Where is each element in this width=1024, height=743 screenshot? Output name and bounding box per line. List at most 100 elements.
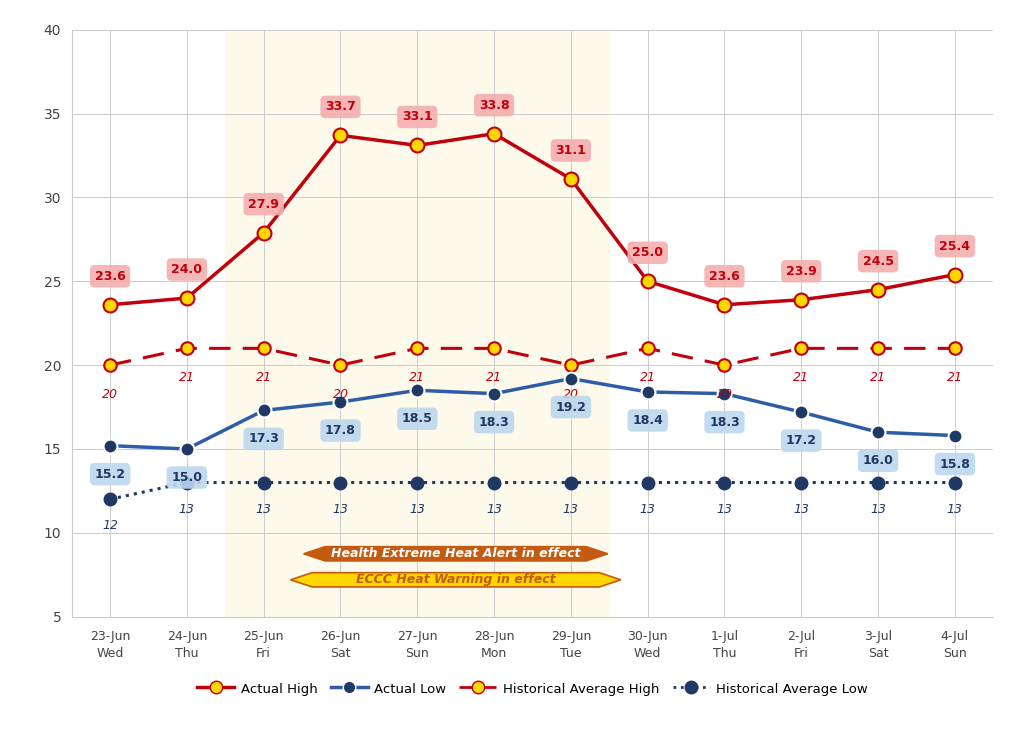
Actual High bbox=[104, 300, 117, 309]
Actual High bbox=[948, 270, 961, 279]
Text: Thu: Thu bbox=[713, 647, 736, 660]
Line: Historical Average Low: Historical Average Low bbox=[111, 482, 954, 499]
Actual High bbox=[564, 175, 577, 184]
Text: 20: 20 bbox=[333, 388, 348, 400]
Text: 24.5: 24.5 bbox=[862, 255, 894, 267]
Text: Thu: Thu bbox=[175, 647, 199, 660]
Text: Wed: Wed bbox=[96, 647, 124, 660]
Text: Sun: Sun bbox=[406, 647, 429, 660]
Text: 13: 13 bbox=[717, 503, 732, 516]
Text: 16.0: 16.0 bbox=[862, 454, 894, 467]
Actual Low bbox=[257, 406, 269, 415]
Actual High bbox=[641, 277, 653, 286]
Actual Low bbox=[180, 444, 193, 453]
Historical Average High bbox=[641, 344, 653, 353]
Actual Low bbox=[411, 386, 423, 395]
Text: 13: 13 bbox=[794, 503, 809, 516]
Text: 13: 13 bbox=[486, 503, 502, 516]
Text: 15.2: 15.2 bbox=[94, 467, 126, 481]
Actual High bbox=[411, 141, 423, 150]
Historical Average Low bbox=[257, 478, 269, 487]
Actual Low bbox=[641, 388, 653, 397]
Text: 18.3: 18.3 bbox=[478, 415, 510, 429]
Text: 15.8: 15.8 bbox=[939, 458, 971, 470]
Text: 21: 21 bbox=[256, 371, 271, 384]
Historical Average Low bbox=[334, 478, 346, 487]
Text: 33.8: 33.8 bbox=[479, 99, 509, 111]
Actual High bbox=[795, 295, 807, 304]
Text: 25.0: 25.0 bbox=[632, 246, 664, 259]
Historical Average Low bbox=[411, 478, 423, 487]
Text: 23.6: 23.6 bbox=[94, 270, 126, 283]
Actual High bbox=[334, 131, 346, 140]
Historical Average Low bbox=[487, 478, 500, 487]
Text: 23.6: 23.6 bbox=[709, 270, 740, 283]
Historical Average Low bbox=[180, 478, 193, 487]
Line: Actual High: Actual High bbox=[111, 134, 954, 305]
Historical Average High bbox=[564, 360, 577, 369]
Text: 13: 13 bbox=[333, 503, 348, 516]
Actual Low bbox=[718, 389, 730, 398]
Text: Health Extreme Heat Alert in effect: Health Extreme Heat Alert in effect bbox=[331, 548, 581, 560]
Text: 21: 21 bbox=[640, 371, 655, 384]
Text: 21: 21 bbox=[179, 371, 195, 384]
Historical Average Low bbox=[795, 478, 807, 487]
Text: Sat: Sat bbox=[330, 647, 351, 660]
Text: 33.1: 33.1 bbox=[401, 111, 433, 123]
Text: 21: 21 bbox=[794, 371, 809, 384]
Historical Average High bbox=[871, 344, 884, 353]
Historical Average Low bbox=[871, 478, 884, 487]
Line: Historical Average High: Historical Average High bbox=[111, 348, 954, 365]
Actual High bbox=[180, 293, 193, 302]
Polygon shape bbox=[291, 573, 621, 587]
Text: 21: 21 bbox=[870, 371, 886, 384]
Text: 13: 13 bbox=[410, 503, 425, 516]
Actual High bbox=[257, 228, 269, 237]
Polygon shape bbox=[303, 547, 607, 561]
Text: 18.5: 18.5 bbox=[401, 412, 433, 425]
Text: 13: 13 bbox=[640, 503, 655, 516]
Actual High bbox=[487, 129, 500, 138]
Actual High bbox=[871, 285, 884, 294]
Text: 21: 21 bbox=[410, 371, 425, 384]
Text: 24.0: 24.0 bbox=[171, 263, 203, 276]
Historical Average High bbox=[718, 360, 730, 369]
Text: 31.1: 31.1 bbox=[555, 144, 587, 157]
Text: 17.8: 17.8 bbox=[325, 424, 356, 437]
Text: Mon: Mon bbox=[481, 647, 507, 660]
Historical Average High bbox=[487, 344, 500, 353]
Text: 17.2: 17.2 bbox=[785, 434, 817, 447]
Text: Sat: Sat bbox=[867, 647, 889, 660]
Actual Low bbox=[564, 374, 577, 383]
Actual Low bbox=[487, 389, 500, 398]
Actual Low bbox=[104, 441, 117, 450]
Text: 27.9: 27.9 bbox=[248, 198, 280, 210]
Historical Average Low bbox=[104, 495, 117, 504]
Historical Average Low bbox=[564, 478, 577, 487]
Text: 13: 13 bbox=[870, 503, 886, 516]
Historical Average High bbox=[180, 344, 193, 353]
Text: 33.7: 33.7 bbox=[325, 100, 356, 114]
Actual High bbox=[718, 300, 730, 309]
Text: Sun: Sun bbox=[943, 647, 967, 660]
Text: 18.3: 18.3 bbox=[709, 415, 740, 429]
Text: Wed: Wed bbox=[634, 647, 662, 660]
Text: 20: 20 bbox=[102, 388, 118, 400]
Historical Average High bbox=[411, 344, 423, 353]
Actual Low bbox=[871, 428, 884, 437]
Historical Average High bbox=[104, 360, 117, 369]
Text: 15.0: 15.0 bbox=[171, 471, 203, 484]
Text: 13: 13 bbox=[947, 503, 963, 516]
Actual Low bbox=[948, 431, 961, 440]
Text: 23.9: 23.9 bbox=[785, 265, 817, 278]
Text: 13: 13 bbox=[256, 503, 271, 516]
Text: 18.4: 18.4 bbox=[632, 414, 664, 427]
Text: 13: 13 bbox=[563, 503, 579, 516]
Legend: Actual High, Actual Low, Historical Average High, Historical Average Low: Actual High, Actual Low, Historical Aver… bbox=[191, 676, 873, 701]
Historical Average Low bbox=[641, 478, 653, 487]
Historical Average High bbox=[795, 344, 807, 353]
Text: 25.4: 25.4 bbox=[939, 239, 971, 253]
Text: 19.2: 19.2 bbox=[555, 400, 587, 414]
Bar bbox=[225, 30, 609, 617]
Historical Average High bbox=[334, 360, 346, 369]
